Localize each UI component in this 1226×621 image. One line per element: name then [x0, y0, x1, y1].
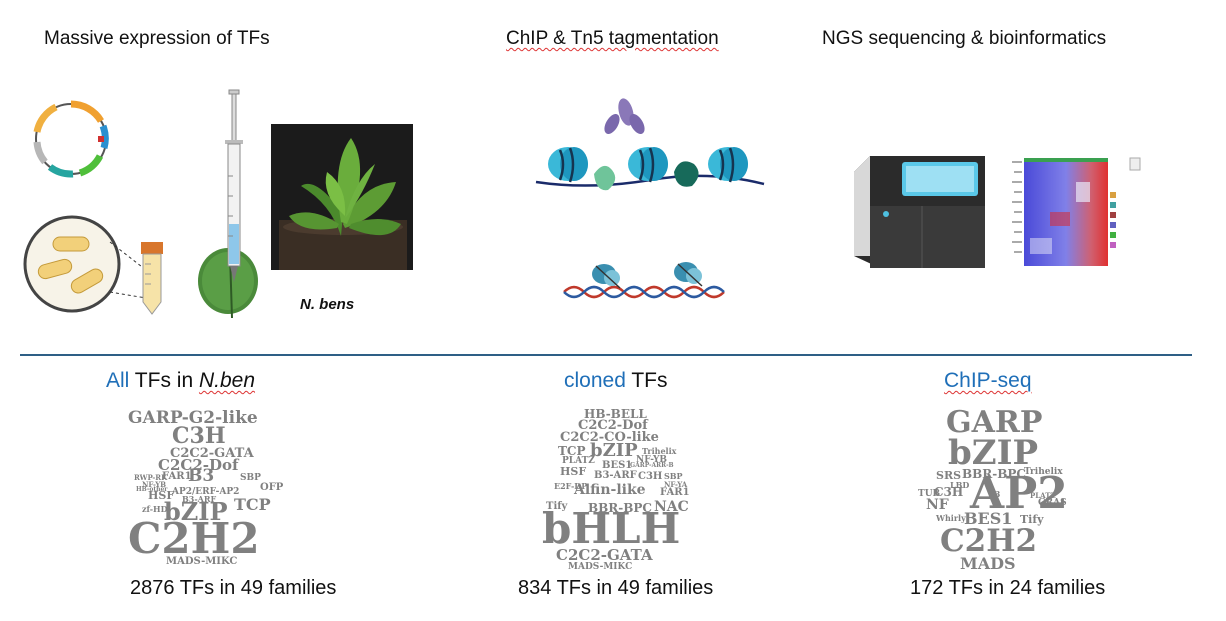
word: NF-YB — [142, 480, 167, 489]
nucleosome-3 — [708, 147, 748, 183]
word: Tify — [1020, 513, 1044, 526]
word: MADS-MIKC — [568, 562, 633, 572]
word: C2C2-Dof — [578, 418, 648, 433]
section-divider — [20, 354, 1192, 356]
col2-title-rest: TFs — [625, 369, 668, 392]
word: C3H — [638, 471, 663, 482]
col1-word-cloud: GARP-G2-like C3H C2C2-GATA C2C2-Dof RWP-… — [110, 406, 290, 570]
tn5-dna-icon — [563, 262, 725, 299]
word: Alfin-like — [574, 482, 646, 498]
word: C2H2 — [128, 514, 260, 563]
word: FAR1 — [660, 487, 690, 498]
word: Trihelix — [642, 446, 677, 456]
word: TCP — [558, 444, 586, 458]
col1-title-highlight: All — [106, 369, 130, 392]
word: HSF — [148, 489, 175, 502]
col2-title: cloned TFs — [564, 369, 668, 393]
chip-antibody-nucleosome-icon — [535, 98, 765, 191]
nucleosome-1 — [548, 147, 588, 183]
syringe-leaf-icon — [198, 89, 258, 319]
word: C2C2-Dof — [158, 456, 239, 474]
word: HB-other — [136, 486, 168, 493]
word: TUB — [918, 489, 941, 499]
col2-word-cloud: HB-BELL C2C2-Dof C2C2-CO-like TCP bZIP T… — [540, 406, 700, 572]
word: GRAS — [1038, 498, 1067, 508]
nucleosome-2 — [628, 147, 668, 183]
word: HB-BELL — [584, 407, 647, 421]
word: MADS — [960, 554, 1016, 573]
word: C2C2-GATA — [556, 546, 653, 564]
word: AP2/ERF-AP2 — [172, 487, 240, 497]
heatmap-icon — [1012, 157, 1141, 266]
col1-count: 2876 TFs in 49 families — [130, 577, 337, 599]
word: Trihelix — [1024, 467, 1063, 477]
word: PLATZ — [562, 456, 595, 466]
plant-label: N. bens — [300, 296, 355, 313]
word: BBR-BPC — [962, 467, 1026, 481]
word: GARP-G2-like — [128, 408, 258, 428]
step2-header: ChIP & Tn5 tagmentation — [506, 28, 719, 50]
word: Whirly — [936, 513, 966, 523]
word: B3-ARF — [594, 470, 637, 481]
word: TCP — [234, 495, 271, 514]
word: zf-HD — [142, 504, 168, 514]
word: C3H — [172, 423, 226, 449]
col1-title-italic: N.ben — [198, 369, 256, 392]
col2-count: 834 TFs in 49 families — [518, 577, 714, 599]
word: SBP — [664, 471, 683, 481]
word: OFP — [260, 482, 284, 493]
word: NAC — [654, 499, 689, 515]
plasmid-icon — [33, 100, 109, 178]
step1-header: Massive expression of TFs — [44, 28, 270, 49]
word: B3-ARF — [182, 494, 217, 504]
word: GARP-ARR-B — [630, 462, 674, 469]
word: bZIP — [590, 440, 638, 461]
col1-title: All TFs in N.ben — [106, 369, 255, 393]
word: RWP-RK — [134, 473, 168, 482]
col3-title: ChIP-seq — [944, 369, 1032, 393]
word: C2C2-GATA — [170, 446, 254, 461]
word: C2C2-CO-like — [560, 430, 659, 445]
word: FAR1 — [162, 471, 192, 482]
step2-header-text: ChIP & Tn5 tagmentation — [506, 28, 719, 49]
word: NF-YB — [636, 455, 667, 465]
col2-title-highlight: cloned — [564, 369, 626, 392]
word: Tify — [546, 501, 568, 512]
bacteria-culture-icon — [23, 215, 163, 315]
word: C2H2 — [940, 523, 1038, 559]
word: SBP — [240, 473, 261, 483]
word: LBD — [950, 480, 970, 490]
word: B3 — [988, 489, 1001, 499]
word: bHLH — [542, 504, 681, 553]
word: MADS-MIKC — [166, 556, 238, 567]
word: SRS — [936, 469, 962, 482]
word: GARP — [946, 405, 1043, 440]
col1-title-rest: TFs in — [129, 369, 199, 392]
word: bZIP — [164, 497, 228, 526]
word: BBR-BPC — [588, 501, 652, 515]
col3-title-highlight: ChIP-seq — [944, 369, 1032, 392]
word: AP2 — [970, 468, 1068, 519]
word: C3H — [934, 485, 964, 499]
word: NF-YA — [664, 480, 688, 489]
col3-count: 172 TFs in 24 families — [910, 577, 1106, 599]
word: PLATZ — [1030, 491, 1056, 500]
word: B3 — [188, 466, 215, 486]
col3-word-cloud: GARP bZIP SRS BBR-BPC Trihelix LBD TUB C… — [910, 406, 1070, 574]
word: E2F-DP — [554, 481, 588, 491]
plant-photo — [271, 124, 413, 270]
sequencer-icon — [854, 156, 985, 268]
word: HSF — [560, 465, 587, 478]
word: BES1 — [964, 509, 1013, 528]
word: BES1 — [602, 460, 633, 471]
step3-header: NGS sequencing & bioinformatics — [822, 28, 1107, 49]
word: bZIP — [948, 433, 1039, 473]
word: NF — [926, 497, 949, 513]
